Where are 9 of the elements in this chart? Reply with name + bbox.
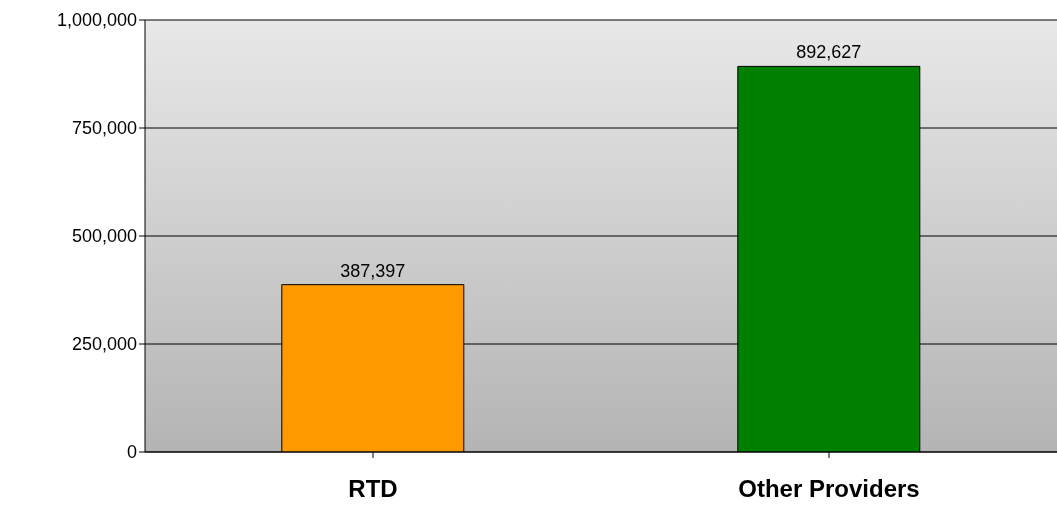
y-tick-label: 750,000 [71,118,137,139]
y-tick-label: 0 [126,442,137,463]
x-tick-label: Other Providers [738,475,920,503]
y-tick-label: 250,000 [71,334,137,355]
data-label: 387,397 [340,260,406,281]
x-tick-label: RTD [348,475,398,503]
y-tick-label: 1,000,000 [56,10,137,31]
y-tick-label: 500,000 [71,226,137,247]
data-label: 892,627 [796,42,862,63]
